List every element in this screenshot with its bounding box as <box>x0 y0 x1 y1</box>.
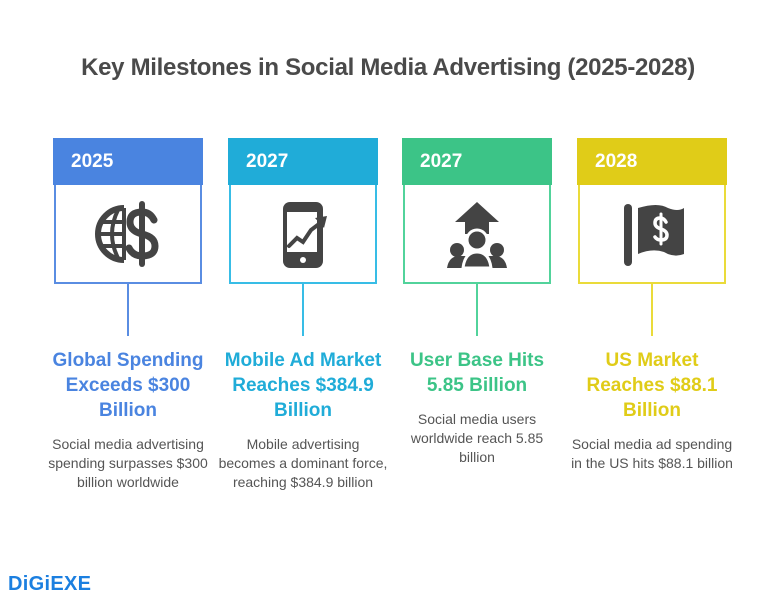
milestone-card-2028-us-market: 2028 US Market Reaches $88.1 Billion Soc… <box>571 138 733 471</box>
icon-box <box>54 185 202 284</box>
milestone-description: Social media users worldwide reach 5.85 … <box>410 411 544 465</box>
icon-box <box>403 185 551 284</box>
connector-line <box>302 284 304 336</box>
globe-dollar-icon <box>95 200 159 267</box>
milestone-headline: Mobile Ad Market Reaches $384.9 Billion <box>224 350 382 421</box>
year-badge: 2027 <box>402 138 552 185</box>
milestone-headline: User Base Hits 5.85 Billion <box>409 350 545 396</box>
page-title: Key Milestones in Social Media Advertisi… <box>81 54 695 81</box>
connector-line <box>476 284 478 336</box>
milestone-description: Social media advertising spending surpas… <box>48 436 208 490</box>
milestone-description: Social media ad spending in the US hits … <box>571 436 733 471</box>
year-badge: 2025 <box>53 138 203 185</box>
brand-logo: DiGiEXE <box>8 573 92 595</box>
icon-box <box>578 185 726 284</box>
milestone-description: Mobile advertising becomes a dominant fo… <box>218 436 388 490</box>
milestone-headline: Global Spending Exceeds $300 Billion <box>52 350 204 421</box>
connector-line <box>651 284 653 336</box>
year-badge: 2028 <box>577 138 727 185</box>
mobile-growth-chart-icon <box>283 201 327 268</box>
connector-line <box>127 284 129 336</box>
icon-box <box>229 185 377 284</box>
user-group-growth-icon <box>447 201 507 269</box>
milestone-card-2027-mobile-ad: 2027 Mobile Ad Market Reaches $384.9 Bil… <box>219 138 387 490</box>
milestone-headline: US Market Reaches $88.1 Billion <box>586 350 718 421</box>
milestone-card-2025-global-spending: 2025 Global Spending Exceeds $300 Billio… <box>48 138 208 490</box>
dollar-flag-icon <box>624 203 684 266</box>
year-badge: 2027 <box>228 138 378 185</box>
milestone-card-2027-user-base: 2027 User Base Hits 5.85 Billion Social … <box>402 138 552 465</box>
